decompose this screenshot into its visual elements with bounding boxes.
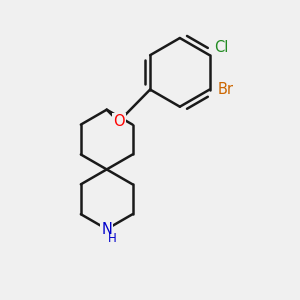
Text: N: N bbox=[101, 222, 112, 237]
Text: O: O bbox=[113, 114, 124, 129]
Text: H: H bbox=[108, 232, 116, 245]
Text: Br: Br bbox=[218, 82, 234, 97]
Text: Cl: Cl bbox=[214, 40, 229, 55]
